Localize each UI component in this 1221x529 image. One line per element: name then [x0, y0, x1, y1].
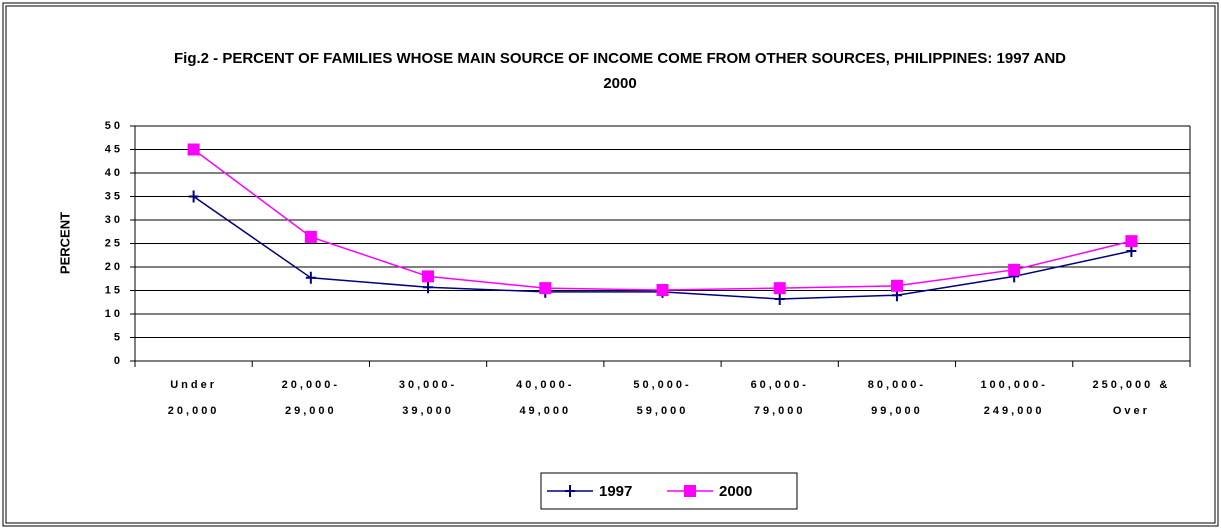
series-line [193, 195, 1132, 300]
x-tick-label: 40,000- [516, 379, 574, 391]
inner-border [5, 5, 1216, 524]
marker [423, 281, 434, 294]
x-tick-label: 250,000 & [1093, 379, 1171, 391]
x-tick-label: 249,000 [984, 405, 1045, 417]
x-tick-label: 30,000- [399, 379, 457, 391]
y-tick-label: 5 [114, 331, 123, 343]
x-tick-label: 99,000 [871, 405, 923, 417]
legend-marker [565, 485, 575, 497]
y-tick-label: 50 [105, 120, 123, 132]
marker [1008, 263, 1021, 276]
x-tick-label: 100,000- [980, 379, 1047, 391]
x-tick-label: 80,000- [868, 379, 926, 391]
x-tick-label: 79,000 [754, 405, 806, 417]
x-tick-label: Over [1113, 405, 1150, 417]
marker [188, 190, 199, 203]
marker [656, 284, 669, 297]
x-tick-label: 49,000 [519, 405, 571, 417]
marker [305, 271, 316, 284]
legend-label: 2000 [719, 483, 752, 500]
x-tick-label: 20,000- [282, 379, 340, 391]
marker [1125, 235, 1138, 248]
y-tick-label: 10 [105, 308, 123, 320]
marker [774, 292, 785, 305]
x-tick-label: Under [170, 379, 217, 391]
y-tick-label: 40 [105, 167, 123, 179]
chart-title: Fig.2 - PERCENT OF FAMILIES WHOSE MAIN S… [173, 50, 1067, 92]
y-tick-label: 25 [105, 237, 123, 249]
y-tick-label: 45 [105, 143, 123, 155]
marker [890, 279, 903, 292]
x-tick-label: 60,000- [751, 379, 809, 391]
marker [304, 230, 317, 243]
legend-label: 1997 [599, 483, 632, 500]
y-tick-label: 20 [105, 261, 123, 273]
legend-marker [684, 485, 696, 497]
x-tick-label: 39,000 [402, 405, 454, 417]
y-tick-label: 15 [105, 284, 123, 296]
marker [422, 270, 435, 283]
x-tick-label: 29,000 [285, 405, 337, 417]
x-tick-label: 50,000- [633, 379, 691, 391]
y-tick-label: 35 [105, 190, 123, 202]
x-tick-label: 20,000 [168, 405, 220, 417]
y-tick-label: 0 [114, 355, 123, 367]
marker [773, 282, 786, 295]
x-tick-label: 59,000 [637, 405, 689, 417]
marker [187, 143, 200, 156]
y-tick-label: 30 [105, 214, 123, 226]
y-axis-label: PERCENT [57, 212, 72, 274]
marker [539, 282, 552, 295]
